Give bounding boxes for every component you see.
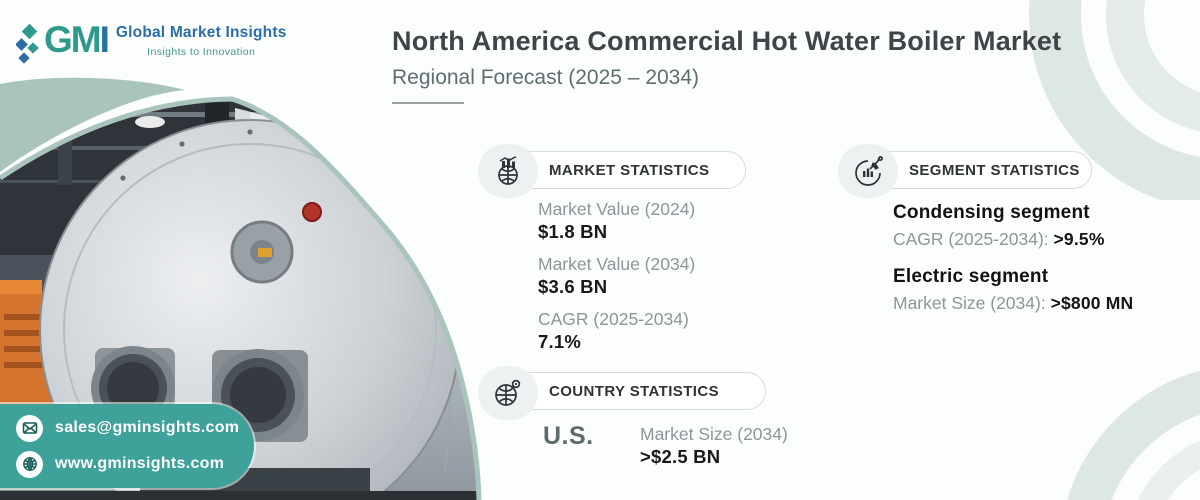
country-stat: Market Size (2034) >$2.5 BN — [640, 423, 788, 469]
segment-stat: Market Size (2034): >$800 MN — [893, 293, 1193, 314]
country-statistics-heading: COUNTRY STATISTICS — [549, 382, 719, 400]
logo-letter-g: G — [44, 19, 73, 60]
segment-name: Electric segment — [893, 266, 1049, 287]
title-block: North America Commercial Hot Water Boile… — [392, 26, 1152, 104]
logo-letter-m: M — [70, 19, 102, 60]
stat-item: CAGR (2025-2034) 7.1% — [538, 308, 695, 354]
country-name: U.S. — [543, 422, 594, 450]
segment-name: Condensing segment — [893, 202, 1090, 223]
stat-item: Market Value (2024) $1.8 BN — [538, 198, 695, 244]
country-statistics-header: COUNTRY STATISTICS — [508, 372, 766, 410]
market-statistics-chip — [478, 144, 538, 198]
pie-chart-arrow-icon — [855, 156, 883, 186]
page-title: North America Commercial Hot Water Boile… — [392, 26, 1062, 56]
brand-name: Global Market Insights — [115, 24, 287, 41]
market-statistics-header: MARKET STATISTICS — [508, 151, 746, 189]
contact-website[interactable]: www.gminsights.com — [55, 455, 225, 472]
segment-statistics-header: SEGMENT STATISTICS — [868, 151, 1092, 189]
contact-website-row[interactable]: www.gminsights.com — [16, 450, 254, 478]
country-statistics-chip — [478, 366, 538, 420]
stat-value: $3.6 BN — [538, 276, 608, 297]
stat-label: Market Value (2024) — [538, 199, 696, 219]
stat-label: Market Value (2034) — [538, 254, 696, 274]
gmi-logo: GMI Global Market Insights Insights to I… — [16, 18, 287, 68]
segment-item: Condensing segment CAGR (2025-2034): >9.… — [893, 202, 1193, 250]
stat-label: CAGR (2025-2034): — [893, 229, 1054, 249]
gmi-logo-letters: GMI — [44, 18, 110, 62]
logo-letter-i: I — [99, 19, 110, 60]
segment-statistics-chip — [838, 144, 898, 198]
contact-card: sales@gminsights.com www.gminsights.com — [0, 404, 254, 488]
stat-label: Market Size (2034) — [640, 424, 788, 444]
stat-label: CAGR (2025-2034) — [538, 309, 689, 329]
segment-statistics-heading: SEGMENT STATISTICS — [909, 161, 1080, 179]
subtitle-underline — [392, 102, 464, 104]
email-icon — [16, 414, 43, 442]
gmi-logo-mark-icon — [16, 24, 39, 64]
globe-pin-icon — [495, 379, 521, 406]
stat-value: >$800 MN — [1050, 293, 1134, 313]
segment-stat: CAGR (2025-2034): >9.5% — [893, 229, 1193, 250]
contact-email[interactable]: sales@gminsights.com — [55, 419, 240, 436]
stat-item: Market Value (2034) $3.6 BN — [538, 253, 695, 299]
website-globe-icon — [16, 450, 43, 478]
segment-item: Electric segment Market Size (2034): >$8… — [893, 266, 1193, 314]
market-statistics-heading: MARKET STATISTICS — [549, 161, 710, 179]
stat-value: 7.1% — [538, 331, 581, 352]
stat-label: Market Size (2034): — [893, 293, 1051, 313]
globe-bar-chart-icon — [498, 156, 518, 185]
contact-email-row[interactable]: sales@gminsights.com — [16, 414, 254, 442]
page-subtitle: Regional Forecast (2025 – 2034) — [392, 66, 700, 89]
stat-value: $1.8 BN — [538, 221, 608, 242]
corner-ring-bottom-right — [1067, 370, 1200, 500]
photo-arc-border — [0, 96, 482, 500]
brand-tagline: Insights to Innovation — [147, 46, 256, 58]
sage-crescent — [0, 77, 185, 172]
stat-value: >$2.5 BN — [640, 446, 721, 467]
market-statistics-list: Market Value (2024) $1.8 BN Market Value… — [538, 198, 695, 363]
segment-statistics-list: Condensing segment CAGR (2025-2034): >9.… — [893, 202, 1193, 330]
stat-value: >9.5% — [1053, 229, 1105, 249]
